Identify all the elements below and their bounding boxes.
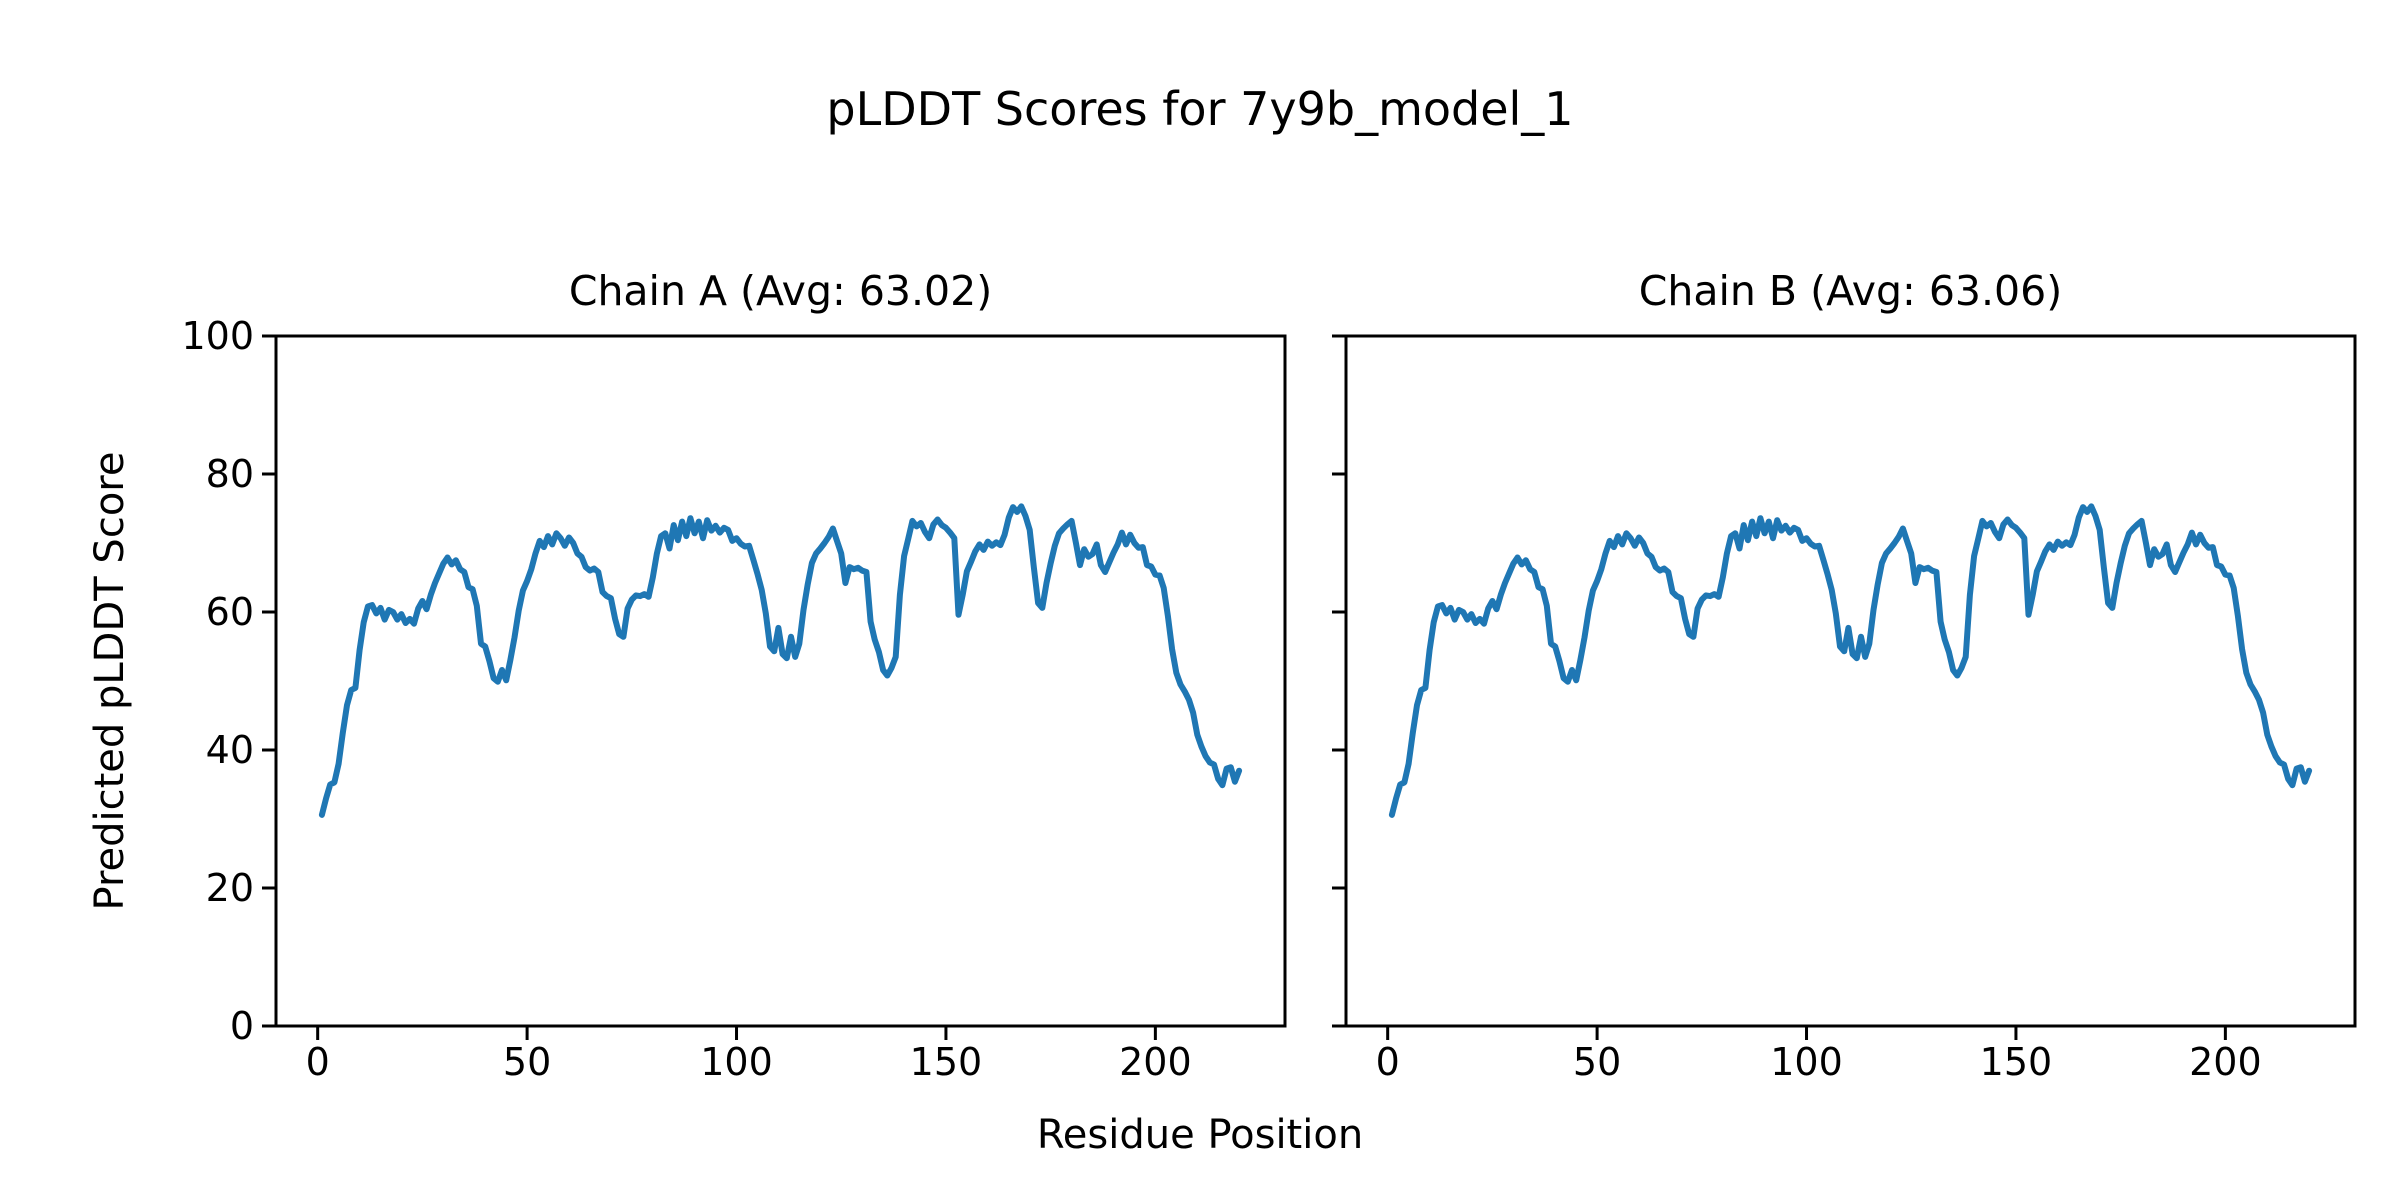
axes-chain-a xyxy=(262,334,1287,1040)
axes-chain-b xyxy=(1332,334,2357,1040)
y-tick-label: 20 xyxy=(205,866,254,910)
plddt-line-chain-b xyxy=(1388,503,2313,818)
x-tick-label: 0 xyxy=(305,1040,330,1084)
axes-spines xyxy=(1344,334,2357,1028)
x-tick-label: 100 xyxy=(700,1040,773,1084)
x-tick-label: 200 xyxy=(2189,1040,2262,1084)
y-tick-label: 80 xyxy=(205,452,254,496)
x-axis-label: Residue Position xyxy=(1036,1112,1364,1158)
plddt-line-chain-a xyxy=(318,503,1243,818)
x-tick-label: 100 xyxy=(1770,1040,1843,1084)
x-tick-label: 50 xyxy=(1572,1040,1622,1084)
y-tick-label: 60 xyxy=(205,590,254,634)
y-tick-label: 100 xyxy=(181,314,254,358)
y-tick-label: 40 xyxy=(205,728,254,772)
figure-title: pLDDT Scores for 7y9b_model_1 xyxy=(826,82,1574,136)
x-tick-label: 150 xyxy=(1979,1040,2053,1084)
y-tick-label: 0 xyxy=(229,1004,254,1048)
subplot-title-chain-b: Chain B (Avg: 63.06) xyxy=(1638,267,2063,315)
axes-spines xyxy=(274,334,1287,1028)
subplot-title-chain-a: Chain A (Avg: 63.02) xyxy=(568,267,993,315)
x-tick-label: 200 xyxy=(1119,1040,1192,1084)
x-tick-label: 0 xyxy=(1375,1040,1400,1084)
y-axis-label: Predicted pLDDT Score xyxy=(87,451,133,911)
x-tick-label: 50 xyxy=(502,1040,552,1084)
x-tick-label: 150 xyxy=(909,1040,983,1084)
